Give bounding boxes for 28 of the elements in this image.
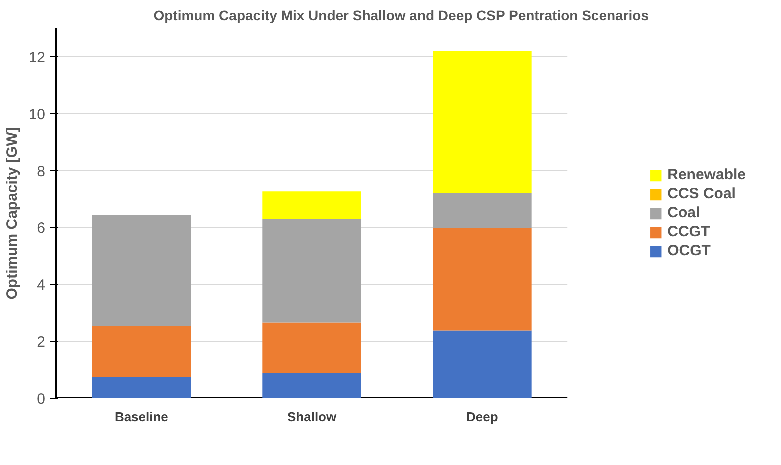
y-tick-label: 2 <box>37 334 46 352</box>
y-tick-label: 8 <box>37 163 46 180</box>
x-tick-label: Shallow <box>287 410 338 424</box>
legend-label: OCGT <box>668 242 711 260</box>
y-axis-title: Optimum Capacity [GW] <box>4 127 21 300</box>
x-tick-label: Deep <box>466 410 498 424</box>
x-tick-label: Baseline <box>114 410 168 424</box>
legend-label: Coal <box>668 204 700 222</box>
bar <box>433 193 532 228</box>
legend-label: Renewable <box>668 166 746 184</box>
bar <box>262 192 362 220</box>
bar <box>92 326 192 378</box>
bar <box>262 322 362 374</box>
legend-label: CCGT <box>668 224 710 240</box>
bar <box>262 373 362 398</box>
bar <box>433 330 532 398</box>
chart-title: Optimum Capacity Mix Under Shallow and Deep CSP Pentration Scenarios <box>154 8 650 24</box>
bar <box>92 377 192 398</box>
y-tick-label: 12 <box>28 49 46 66</box>
bar <box>92 215 192 326</box>
bar <box>433 51 532 194</box>
legend-label: CCS Coal <box>668 186 736 202</box>
y-tick-label: 10 <box>28 106 46 124</box>
bar <box>262 219 362 323</box>
y-tick-label: 6 <box>37 220 46 238</box>
y-tick-label: 0 <box>37 391 46 408</box>
y-tick-label: 4 <box>37 277 46 294</box>
bar <box>433 228 532 331</box>
